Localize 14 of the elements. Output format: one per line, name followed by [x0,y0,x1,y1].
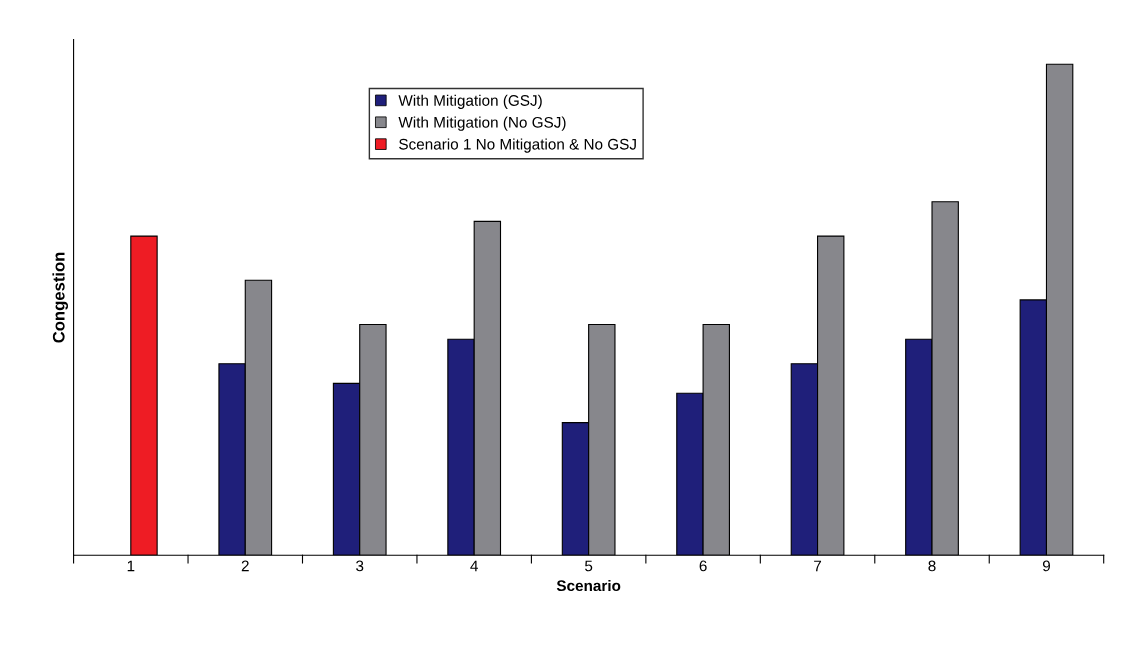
x-tick-label: 2 [241,560,249,572]
legend-label: Scenario 1 No Mitigation & No GSJ [399,138,636,153]
legend-label: With Mitigation (No GSJ) [398,116,566,131]
y-axis-title: Congestion [52,252,69,343]
x-tick-label: 8 [928,560,936,572]
x-tick-label: 7 [814,560,822,572]
legend-label: With Mitigation (GSJ) [398,94,542,109]
x-tick-label: 1 [127,560,135,572]
x-tick-label: 9 [1042,560,1050,572]
x-tick-label: 6 [699,560,707,572]
x-axis-title: Scenario [556,579,621,592]
x-tick-label: 5 [585,560,593,572]
x-tick-label: 3 [356,560,364,572]
x-tick-label: 4 [470,560,478,572]
